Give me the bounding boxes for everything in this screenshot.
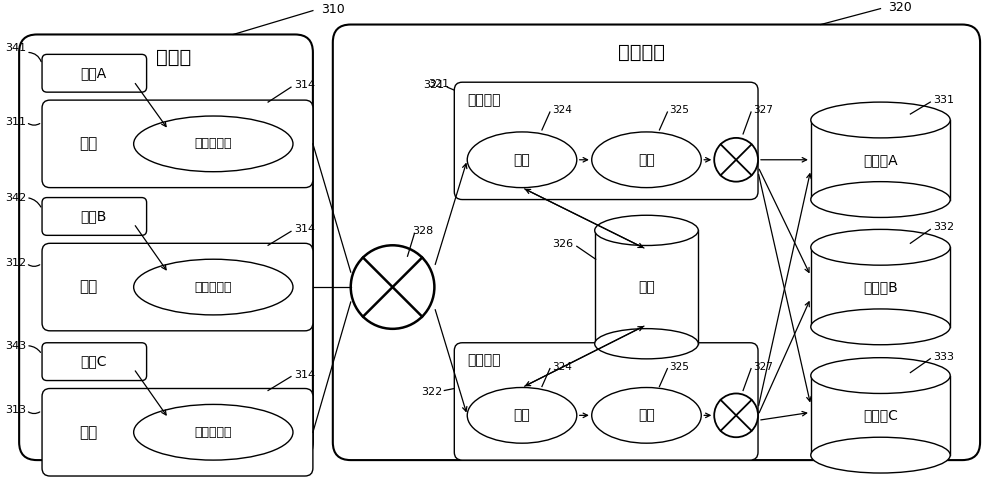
Text: 后台: 后台: [638, 153, 655, 167]
Text: 311: 311: [5, 117, 26, 127]
FancyBboxPatch shape: [454, 343, 758, 460]
Ellipse shape: [467, 388, 577, 443]
Text: 缓存: 缓存: [638, 280, 655, 294]
FancyBboxPatch shape: [42, 54, 147, 92]
Ellipse shape: [134, 404, 293, 460]
Text: 数据库A: 数据库A: [863, 153, 898, 167]
Text: 314: 314: [294, 224, 315, 234]
Ellipse shape: [467, 132, 577, 188]
FancyBboxPatch shape: [333, 24, 980, 460]
Text: 314: 314: [294, 369, 315, 380]
Text: 标签A: 标签A: [81, 66, 107, 80]
Text: 331: 331: [933, 95, 954, 105]
Ellipse shape: [134, 116, 293, 172]
Text: 324: 324: [552, 105, 572, 115]
Text: 接入服务器: 接入服务器: [195, 281, 232, 293]
Ellipse shape: [811, 309, 950, 345]
Ellipse shape: [811, 437, 950, 473]
Circle shape: [714, 138, 758, 182]
Text: 313: 313: [5, 405, 26, 415]
Ellipse shape: [592, 388, 701, 443]
Text: 328: 328: [412, 227, 434, 237]
FancyBboxPatch shape: [42, 389, 313, 476]
Text: 处理单元: 处理单元: [467, 354, 501, 368]
Text: 312: 312: [5, 258, 26, 268]
Text: 322: 322: [421, 388, 442, 398]
FancyBboxPatch shape: [42, 197, 147, 235]
Text: 332: 332: [933, 222, 954, 232]
Text: 接入服务器: 接入服务器: [195, 137, 232, 151]
Ellipse shape: [592, 132, 701, 188]
Text: 320: 320: [888, 1, 912, 14]
Text: 数据库B: 数据库B: [863, 280, 898, 294]
Ellipse shape: [134, 259, 293, 315]
Text: 数据中心: 数据中心: [618, 43, 665, 62]
Text: 327: 327: [753, 362, 773, 371]
Text: 325: 325: [669, 105, 689, 115]
Text: 343: 343: [5, 341, 26, 351]
Text: 341: 341: [5, 43, 26, 54]
Text: 数据库C: 数据库C: [863, 408, 898, 423]
Text: 机房: 机房: [80, 425, 98, 440]
FancyBboxPatch shape: [42, 343, 147, 380]
Text: 325: 325: [669, 362, 689, 371]
Polygon shape: [811, 247, 950, 327]
Text: 接入服务器: 接入服务器: [195, 426, 232, 439]
Ellipse shape: [811, 229, 950, 265]
Text: 321: 321: [428, 79, 449, 89]
Text: 标签C: 标签C: [81, 355, 107, 369]
Text: 342: 342: [5, 193, 26, 203]
Text: 310: 310: [321, 3, 345, 16]
Text: 324: 324: [552, 362, 572, 371]
Text: 314: 314: [294, 80, 315, 90]
Text: 边缘端: 边缘端: [156, 48, 191, 67]
Ellipse shape: [811, 182, 950, 217]
Ellipse shape: [811, 358, 950, 393]
Ellipse shape: [595, 329, 698, 359]
Text: 网点: 网点: [80, 280, 98, 294]
Ellipse shape: [595, 215, 698, 246]
FancyBboxPatch shape: [42, 243, 313, 331]
Polygon shape: [811, 376, 950, 455]
Text: 321: 321: [423, 80, 444, 90]
Text: 机房: 机房: [80, 136, 98, 152]
Circle shape: [351, 245, 434, 329]
Text: 前台: 前台: [514, 153, 530, 167]
Text: 333: 333: [933, 352, 954, 362]
Text: 处理单元: 处理单元: [467, 93, 501, 107]
FancyBboxPatch shape: [42, 100, 313, 188]
Polygon shape: [811, 120, 950, 199]
FancyBboxPatch shape: [19, 34, 313, 460]
Polygon shape: [595, 230, 698, 344]
Ellipse shape: [811, 102, 950, 138]
Text: 后台: 后台: [638, 408, 655, 423]
Text: 326: 326: [553, 239, 574, 250]
FancyBboxPatch shape: [454, 82, 758, 199]
Circle shape: [714, 393, 758, 437]
Text: 标签B: 标签B: [81, 209, 107, 223]
Text: 前台: 前台: [514, 408, 530, 423]
Text: 327: 327: [753, 105, 773, 115]
